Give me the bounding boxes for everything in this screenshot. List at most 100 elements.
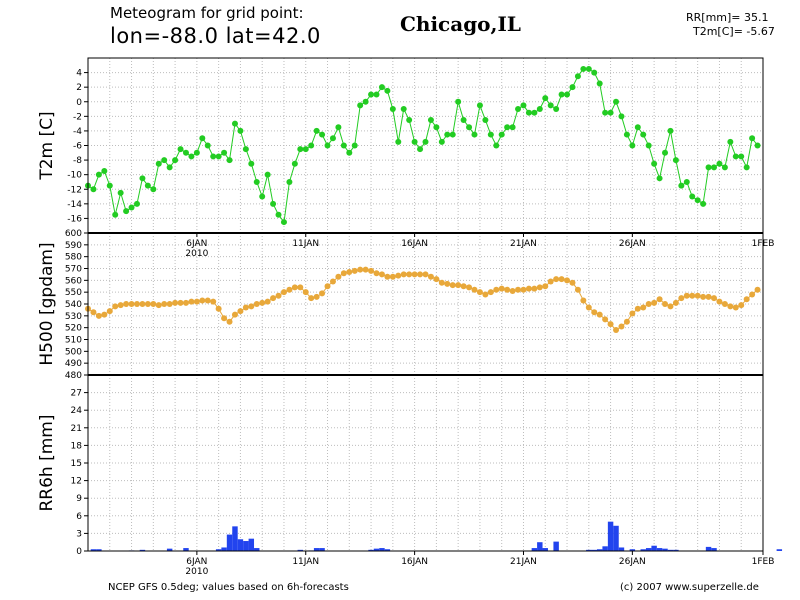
data-point	[629, 310, 636, 317]
data-point	[286, 178, 293, 185]
x-tick-label: 26JAN	[619, 239, 646, 249]
precip-bar	[613, 525, 619, 551]
data-point	[411, 138, 418, 145]
data-point	[525, 285, 532, 292]
data-point	[308, 142, 315, 149]
data-point	[629, 142, 636, 149]
data-point	[253, 178, 260, 185]
data-point	[515, 106, 522, 113]
data-point	[139, 301, 146, 307]
data-point	[531, 109, 538, 116]
data-point	[248, 303, 255, 310]
precip-bar	[90, 549, 97, 551]
y-tick-label: 600	[65, 229, 82, 239]
y-tick-label: 550	[65, 288, 82, 298]
data-point	[509, 124, 516, 131]
data-point	[613, 327, 620, 334]
data-point	[188, 298, 195, 305]
data-point	[346, 149, 353, 156]
y-tick-label: 530	[65, 312, 82, 322]
data-point	[482, 291, 489, 298]
precip-bar	[531, 548, 538, 551]
y-tick-label: 520	[65, 324, 82, 334]
data-point	[618, 323, 625, 330]
data-point	[291, 284, 298, 291]
y-tick-label: 560	[65, 276, 82, 286]
data-point	[182, 299, 189, 306]
data-point	[487, 289, 494, 296]
y-axis-label: T2m [C]	[37, 111, 57, 180]
data-point	[389, 273, 396, 280]
precip-bar	[297, 549, 304, 551]
precip-bar	[319, 548, 325, 551]
precip-bar	[96, 549, 102, 551]
coordinates-line: lon=-88.0 lat=42.0	[110, 24, 321, 48]
data-point	[335, 124, 342, 131]
data-point	[721, 301, 728, 307]
precip-bar	[254, 548, 260, 551]
data-point	[623, 318, 630, 325]
x-tick-label: 26JAN	[619, 557, 646, 567]
data-point	[150, 186, 157, 193]
y-tick-label: 0	[76, 98, 82, 108]
data-point	[351, 142, 358, 149]
data-point	[237, 308, 244, 315]
data-point	[117, 189, 124, 196]
data-point	[716, 160, 723, 167]
data-point	[645, 142, 652, 149]
y-tick-label: 18	[71, 441, 83, 451]
data-point	[417, 271, 424, 278]
data-point	[199, 135, 206, 142]
data-point	[259, 193, 266, 200]
data-point	[144, 182, 151, 189]
data-point	[564, 277, 571, 284]
data-point	[422, 138, 429, 145]
title-line-1: Meteogram for grid point:	[110, 4, 304, 22]
data-point	[253, 301, 260, 307]
data-point	[95, 171, 102, 178]
data-point	[678, 182, 685, 189]
data-point	[400, 271, 407, 278]
data-point	[569, 84, 576, 91]
x-tick-label: 11JAN	[292, 239, 319, 249]
x-tick-label: 6JAN	[186, 557, 207, 567]
data-point	[700, 200, 707, 207]
precip-bar	[640, 549, 646, 551]
data-point	[123, 301, 130, 307]
data-point	[123, 208, 130, 215]
data-point	[520, 102, 527, 109]
precip-bar	[607, 521, 614, 551]
y-tick-label: 0	[76, 547, 82, 557]
data-point	[634, 124, 641, 131]
data-point	[476, 289, 483, 296]
data-point	[602, 316, 609, 323]
precip-bar	[776, 549, 783, 551]
data-point	[378, 84, 385, 91]
data-point	[373, 91, 380, 98]
data-point	[117, 302, 124, 309]
data-point	[95, 312, 102, 319]
data-point	[346, 269, 353, 276]
data-point	[662, 149, 669, 156]
y-tick-label: -2	[73, 112, 82, 122]
data-point	[270, 200, 277, 207]
x-tick-label: 21JAN	[510, 557, 537, 567]
data-point	[324, 142, 331, 149]
y-tick-label: 6	[76, 512, 82, 522]
data-point	[351, 267, 358, 274]
y-tick-label: 15	[71, 459, 82, 469]
data-point	[378, 271, 385, 278]
data-point	[373, 270, 380, 277]
data-point	[553, 106, 560, 113]
data-point	[242, 146, 249, 153]
data-point	[547, 278, 554, 285]
data-point	[248, 160, 255, 167]
y-tick-label: 24	[71, 406, 83, 416]
data-point	[574, 73, 581, 80]
y-axis-label: H500 [gpdam]	[37, 242, 57, 365]
data-point	[476, 102, 483, 109]
y-tick-label: 3	[76, 529, 82, 539]
data-point	[732, 153, 739, 160]
data-point	[656, 296, 663, 303]
